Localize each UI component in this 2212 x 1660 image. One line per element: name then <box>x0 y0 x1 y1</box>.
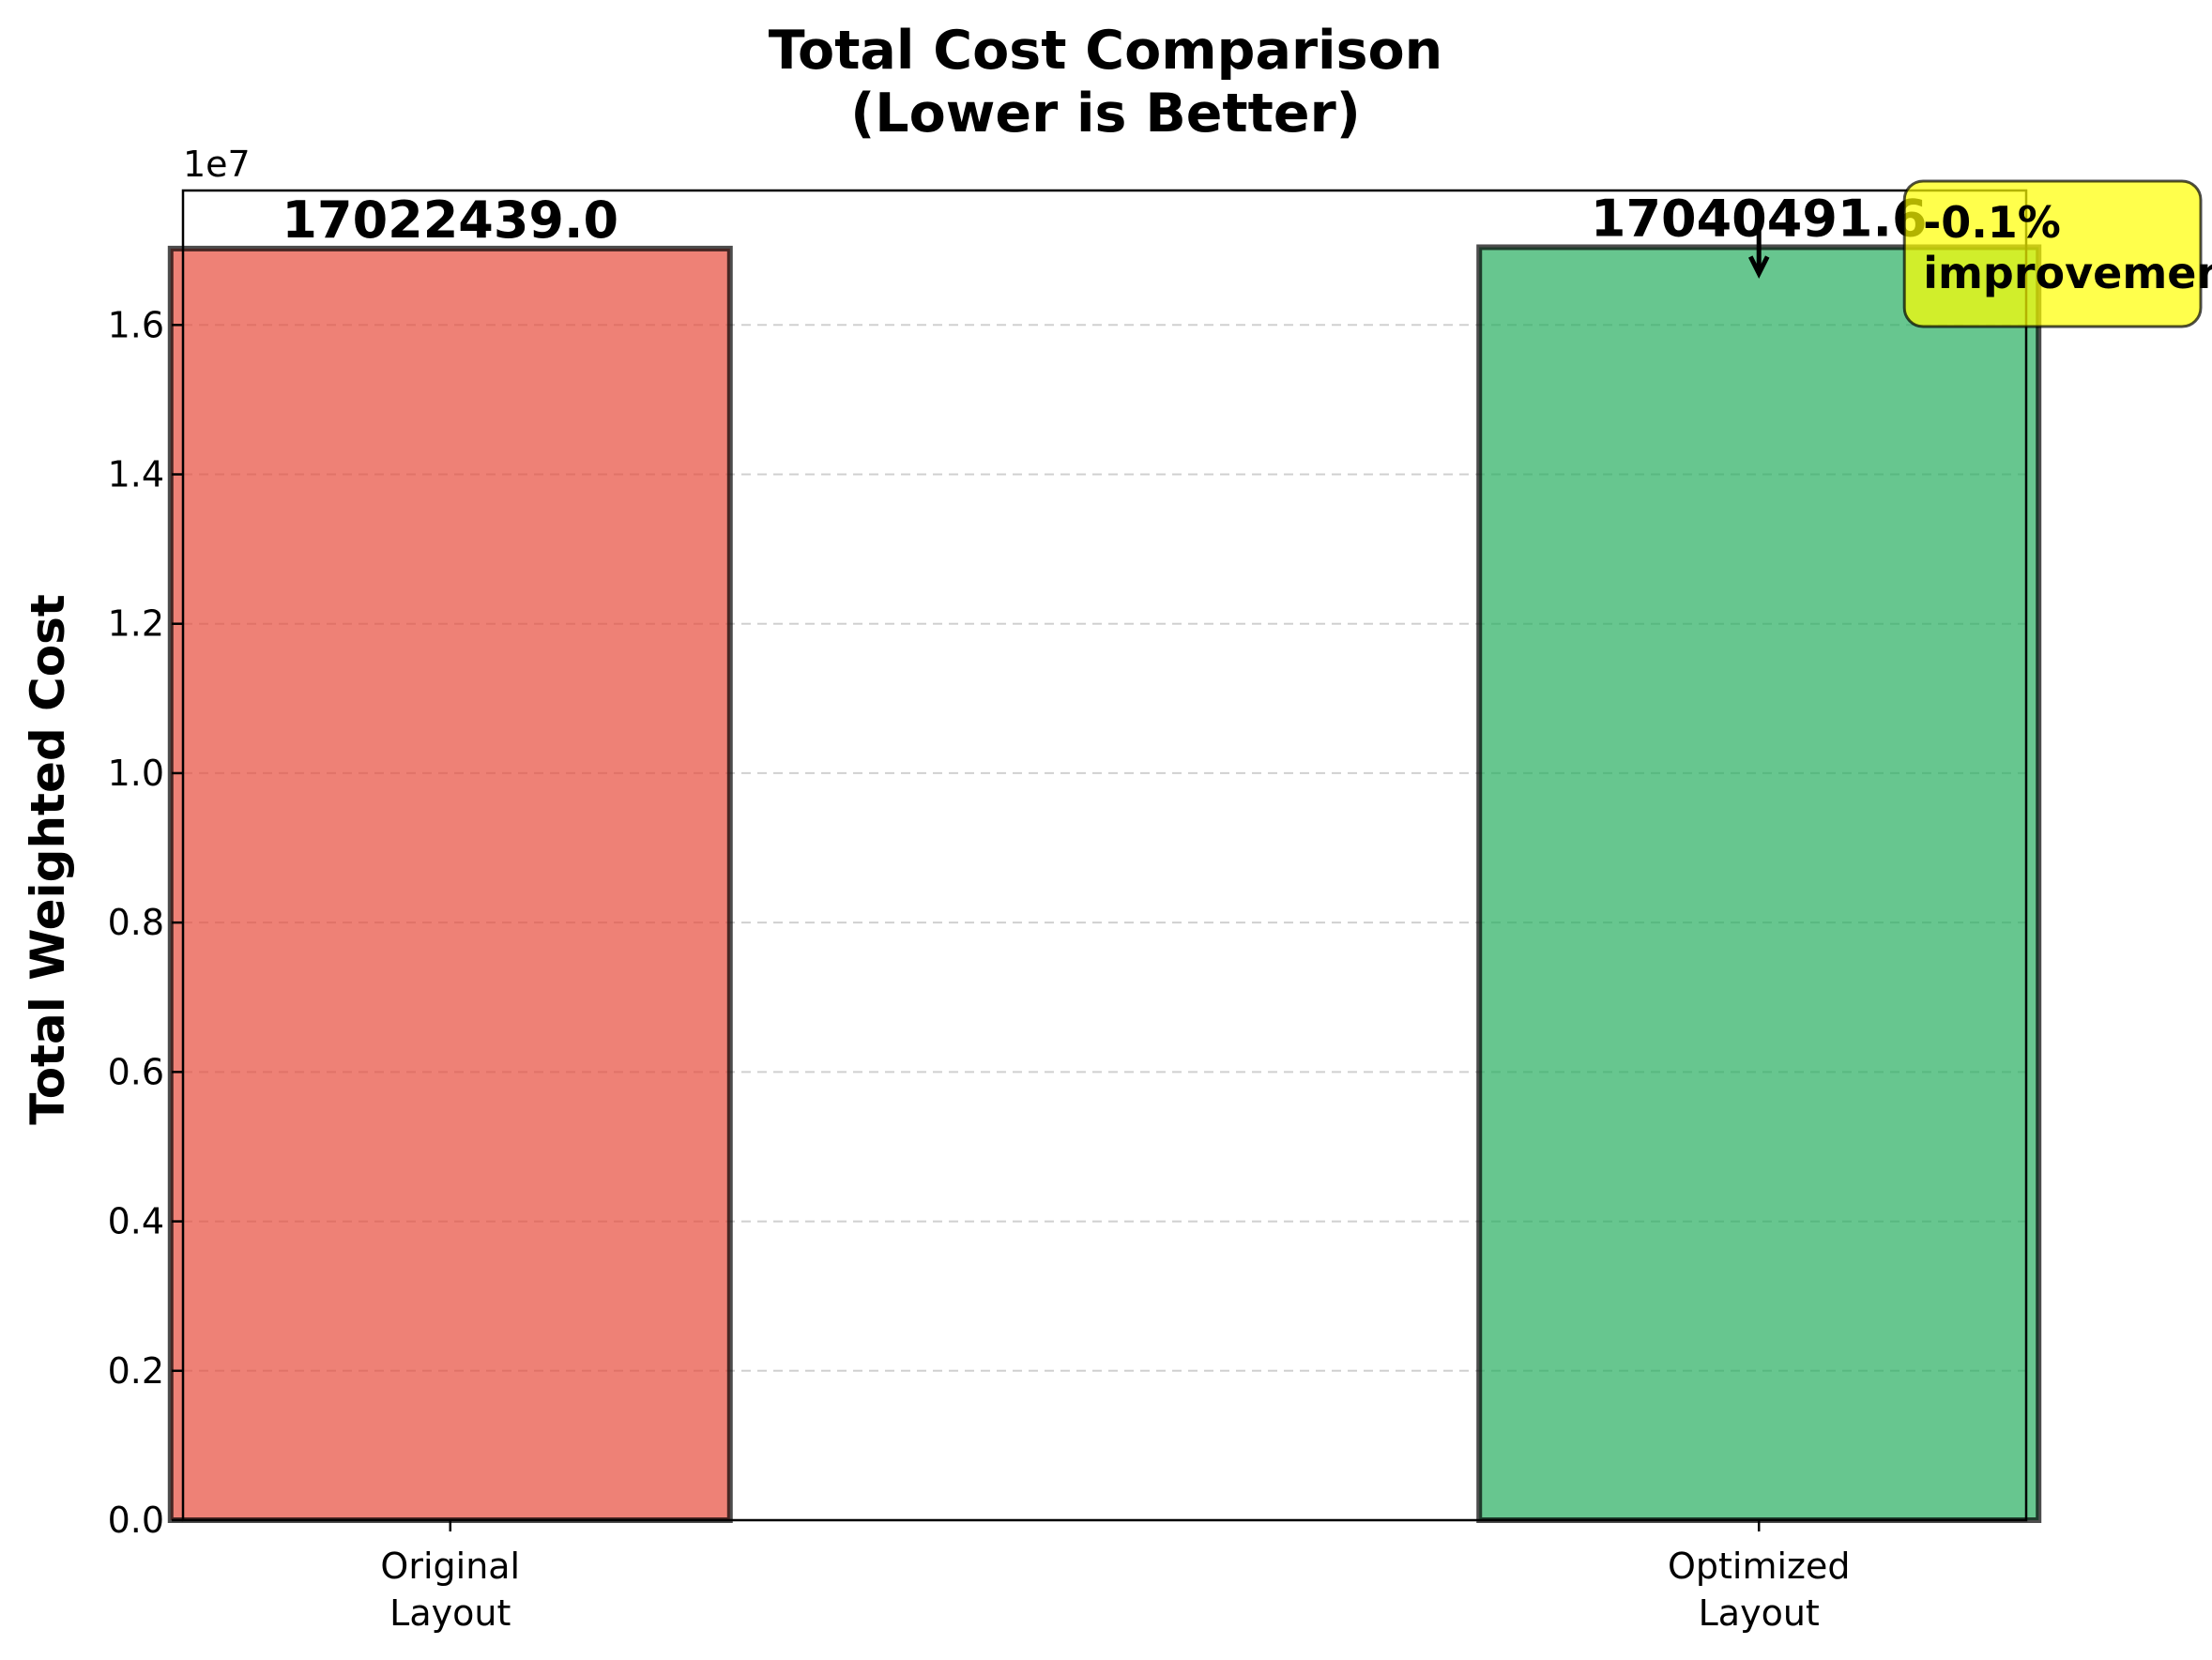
y-axis-label: Total Weighted Cost <box>21 594 75 1125</box>
y-tick-label: 1.2 <box>108 603 164 645</box>
bar-value-label: 17022439.0 <box>282 190 618 250</box>
improvement-annotation: -0.1%improvement <box>1747 179 2212 328</box>
y-tick-label: 0.2 <box>108 1350 164 1392</box>
bar <box>1476 244 2042 1523</box>
annotation-box <box>1902 179 2203 328</box>
bar <box>167 245 733 1524</box>
y-tick-label: 0.0 <box>108 1500 164 1541</box>
chart-title: Total Cost Comparison <box>769 20 1443 82</box>
y-tick-label: 1.6 <box>108 304 164 345</box>
annotation-text: improvement <box>1923 248 2212 298</box>
x-tick-label: Optimized Layout <box>1668 1546 1851 1634</box>
bars <box>167 244 2042 1524</box>
y-tick-label: 1.0 <box>108 753 164 794</box>
axis-ticks: 0.0 0.2 0.4 0.6 0.8 1.0 1.2 1.4 1.6 Original Layou… <box>108 304 1851 1634</box>
y-tick-label: 1.4 <box>108 454 164 495</box>
plot-frame <box>181 189 2028 1522</box>
y-offset-label: 1e7 <box>183 144 251 185</box>
y-tick-label: 0.6 <box>108 1051 164 1092</box>
x-tick-label: Original Layout <box>380 1546 520 1634</box>
y-tick-label: 0.8 <box>108 902 164 943</box>
chart-subtitle: (Lower is Better) <box>850 83 1361 145</box>
annotation-arrowhead <box>1747 255 1770 280</box>
y-tick-label: 0.4 <box>108 1201 164 1242</box>
value-labels: 17022439.0 17040491.6 <box>282 189 1927 249</box>
annotation-text: -0.1% <box>1923 197 2061 248</box>
